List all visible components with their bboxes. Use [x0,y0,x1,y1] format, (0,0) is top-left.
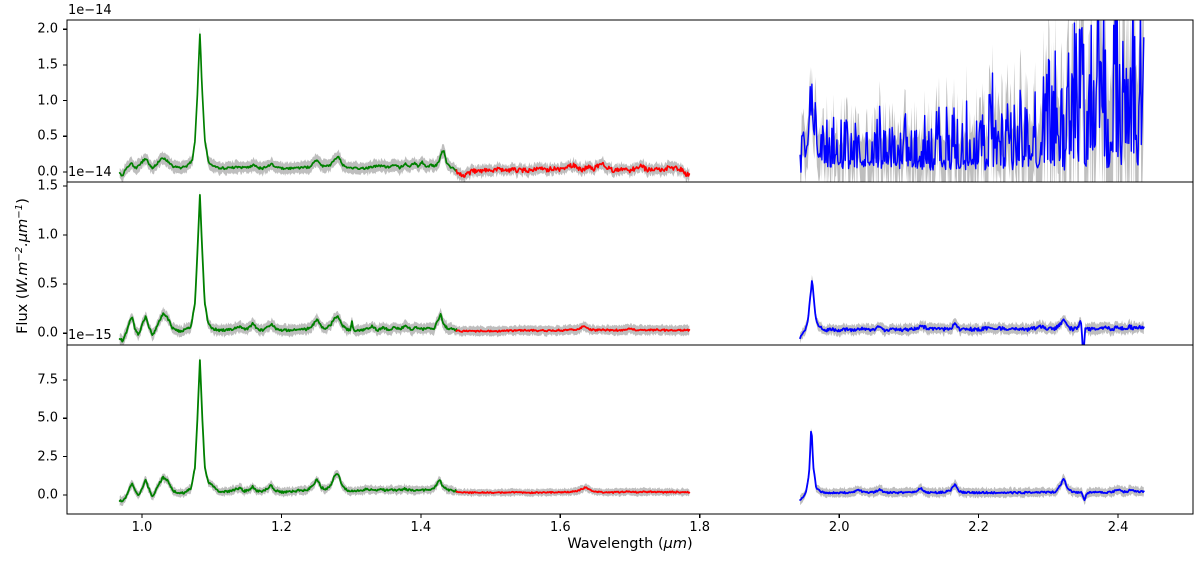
panel-2-data [118,190,1145,345]
H-band-error-band-panel1 [456,155,690,182]
y-tick-label: 0.5 [37,128,58,144]
x-tick-label: 2.2 [968,520,989,535]
x-tick-label: 1.4 [410,520,432,535]
K-band-spectrum-line-panel2 [799,280,1145,345]
K-band-spectrum-line-panel3 [799,430,1145,502]
H-band-spectrum-line-panel3 [455,486,691,495]
x-tick-label: 1.6 [549,520,571,535]
y-tick-label: 2.0 [37,21,58,37]
y-tick-label: 2.5 [37,449,58,465]
y-tick-label: 1.5 [37,178,58,194]
panel2-offset-label: 1e−14 [68,165,112,180]
panel-2-spines [66,181,1194,346]
y-tick-label: 1.0 [37,227,58,243]
x-tick-label: 1.0 [131,520,153,535]
y-axis-label: Flux (W.m−2.μm−1) [13,116,31,416]
axis-label-part: ) [686,536,693,552]
x-tick-label: 2.4 [1107,520,1129,535]
axis-label-part: μm [15,218,31,243]
K-band-error-band-panel2 [800,274,1144,345]
panel-1-data [118,20,1145,182]
J-band-spectrum-line-panel1 [118,33,458,177]
panel-3-data [118,355,1145,506]
J-band-error-band-panel1 [119,27,457,182]
x-axis-label: Wavelength (μm) [567,536,692,552]
y-tick-label: 1.0 [37,93,58,109]
axis-label-part: −1 [13,203,25,219]
axis-label-part: Wavelength ( [567,536,664,552]
K-band-error-band-panel3 [800,428,1144,506]
y-tick-label: 1.5 [37,57,58,73]
K-band-spectrum-line-panel1 [799,20,1145,173]
axis-label-part: . [15,242,31,247]
y-tick-label: 0.0 [37,487,58,503]
panel3-offset-label: 1e−15 [68,328,112,343]
y-tick-label: 7.5 [37,372,58,388]
axis-label-part: −2 [13,246,25,262]
H-band-spectrum-line-panel1 [455,161,691,178]
H-band-spectrum-line-panel2 [455,325,691,333]
panel1-offset-label: 1e−14 [68,3,112,18]
x-tick-label: 2.0 [828,520,850,535]
J-band-error-band-panel3 [119,355,457,506]
y-tick-label: 0.0 [37,164,58,180]
J-band-spectrum-line-panel3 [118,359,458,503]
panel-3-spines [66,344,1194,515]
x-tick-label: 1.2 [271,520,292,535]
J-band-spectrum-line-panel2 [118,194,458,343]
y-tick-label: 0.0 [37,325,58,341]
axis-label-part: ) [15,198,31,204]
axis-label-part: Flux ( [15,293,31,334]
y-tick-label: 0.5 [37,276,58,292]
x-tick-label: 1.8 [689,520,711,535]
y-tick-label: 5.0 [37,410,58,426]
axis-label-part: W.m [15,261,31,294]
axis-label-part: μm [663,536,687,552]
